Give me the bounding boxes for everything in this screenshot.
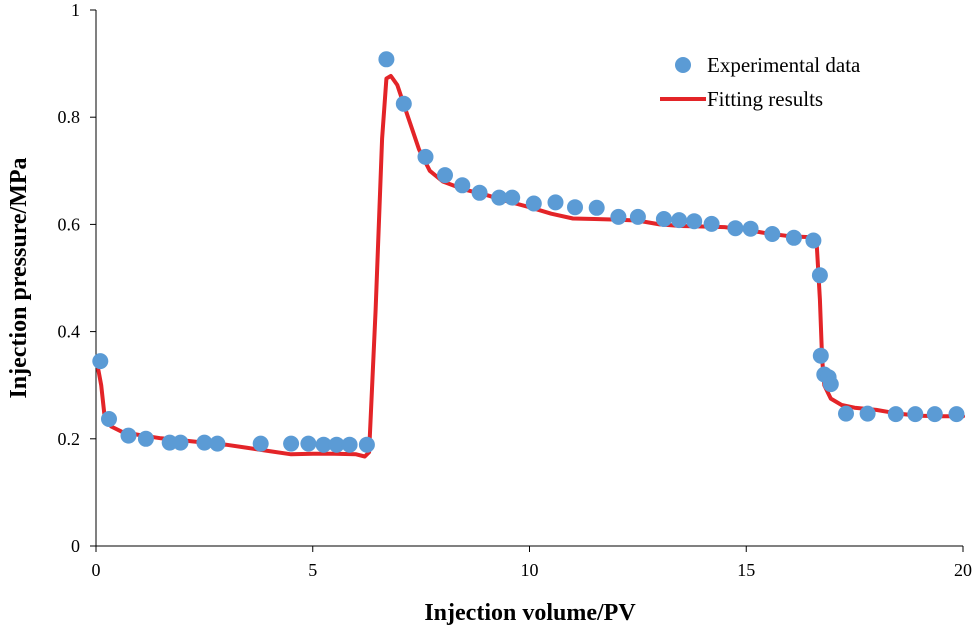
data-point [417, 148, 434, 165]
data-point [742, 220, 759, 237]
x-tick-label: 20 [954, 560, 972, 580]
data-point [120, 427, 137, 444]
data-point [811, 267, 828, 284]
x-tick-label: 10 [521, 560, 539, 580]
data-point [588, 199, 605, 216]
data-point [887, 406, 904, 423]
data-point [300, 435, 317, 452]
data-point [812, 347, 829, 364]
data-point [378, 51, 395, 68]
data-point [764, 226, 781, 242]
data-point [328, 436, 345, 453]
x-tick-label: 0 [92, 560, 101, 580]
data-point [655, 211, 672, 227]
data-point [504, 189, 521, 206]
data-point [610, 208, 627, 225]
data-point [283, 435, 300, 452]
data-point [437, 167, 453, 184]
data-point [785, 229, 802, 246]
x-tick-label: 5 [308, 560, 317, 580]
data-point [907, 406, 924, 423]
data-point [471, 184, 488, 201]
y-axis-title: Injection pressure/MPa [6, 157, 32, 398]
data-point [92, 353, 109, 370]
x-tick-label: 15 [737, 560, 755, 580]
data-point [252, 435, 269, 452]
y-tick-label: 0.2 [58, 429, 81, 449]
x-axis-ticks: 0 5 10 15 20 [92, 546, 972, 580]
data-point [341, 436, 358, 453]
data-point [209, 435, 226, 452]
data-point [172, 434, 189, 451]
y-tick-label: 0 [71, 536, 80, 556]
data-point [859, 405, 876, 422]
legend-label-experimental-data: Experimental data [707, 53, 861, 77]
axes [95, 10, 963, 547]
data-point [822, 376, 839, 393]
y-tick-label: 0.4 [58, 322, 81, 342]
data-point [395, 95, 412, 112]
data-point [454, 177, 471, 194]
data-point [101, 411, 117, 427]
data-point [686, 213, 703, 230]
data-point [137, 430, 154, 447]
y-tick-label: 0.8 [58, 107, 81, 127]
experimental-data-series [92, 51, 965, 453]
x-axis-title: Injection volume/PV [424, 600, 636, 626]
legend-marker-experimental-data [675, 57, 691, 73]
data-point [926, 406, 943, 423]
y-tick-label: 1 [71, 0, 80, 20]
data-point [196, 434, 213, 451]
fitting-results-line [96, 73, 965, 459]
data-point [525, 195, 542, 212]
data-point [805, 232, 822, 249]
data-point [629, 208, 646, 225]
data-point [838, 405, 854, 422]
data-point [703, 215, 720, 232]
y-tick-label: 0.6 [58, 214, 81, 234]
data-point [567, 199, 583, 216]
fitting-results-series [96, 73, 965, 459]
data-point [358, 436, 375, 453]
legend-label-fitting-results: Fitting results [707, 87, 823, 111]
data-point [727, 220, 744, 237]
data-point [491, 189, 508, 206]
data-point [547, 194, 564, 211]
y-axis-ticks: 0 0.2 0.4 0.6 0.8 1 [58, 0, 96, 556]
data-point [315, 436, 332, 453]
data-point [671, 212, 688, 229]
legend: Experimental data Fitting results [660, 53, 861, 111]
data-point [948, 406, 965, 423]
